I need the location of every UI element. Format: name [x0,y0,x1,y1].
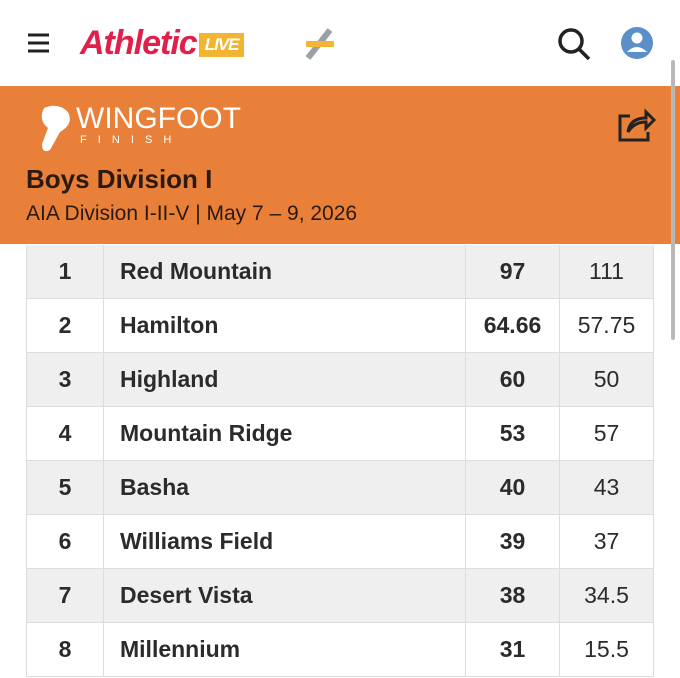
rank-cell: 4 [26,407,104,460]
table-row: 5 Basha 40 43 [26,461,654,515]
prior-cell: 57 [560,407,654,460]
rank-cell: 6 [26,515,104,568]
plus-icon[interactable] [305,28,334,60]
prior-cell: 111 [560,245,654,298]
table-row: 7 Desert Vista 38 34.5 [26,569,654,623]
title: Boys Division I [26,164,213,194]
table-row: 1 Red Mountain 97 111 [26,245,654,299]
prior-cell: 57.75 [560,299,654,352]
prior-cell: 50 [560,353,654,406]
score-cell: 38 [466,569,560,622]
brand-sub: F I N I S H [80,134,176,146]
rank-cell: 8 [26,623,104,676]
menu-button[interactable] [28,33,49,53]
team-cell: Williams Field [104,515,466,568]
subtitle: AIA Division I-II-V | May 7 – 9, 2026 [26,202,358,225]
logo-badge: LIVE [198,33,245,57]
score-cell: 60 [466,353,560,406]
score-cell: 64.66 [466,299,560,352]
team-cell: Millennium [104,623,466,676]
rank-cell: 3 [26,353,104,406]
logo[interactable]: Athletic LIVE [80,24,245,63]
prior-cell: 15.5 [560,623,654,676]
team-cell: Highland [104,353,466,406]
score-cell: 53 [466,407,560,460]
search-button[interactable] [558,28,591,61]
table-row: 8 Millennium 31 15.5 [26,623,654,677]
team-cell: Hamilton [104,299,466,352]
table-row: 6 Williams Field 39 37 [26,515,654,569]
score-cell: 97 [466,245,560,298]
nav-bar: Athletic LIVE [0,0,680,86]
team-cell: Red Mountain [104,245,466,298]
rank-cell: 1 [26,245,104,298]
table-row: 4 Mountain Ridge 53 57 [26,407,654,461]
rank-cell: 5 [26,461,104,514]
prior-cell: 34.5 [560,569,654,622]
foot-icon [41,105,70,152]
team-cell: Basha [104,461,466,514]
results-table: 1 Red Mountain 97 111 2 Hamilton 64.66 57.75 3 Hi… [26,245,654,677]
banner-icons [41,105,657,152]
nav-icons [28,27,653,61]
table-row: 3 Highland 60 50 [26,353,654,407]
team-cell: Mountain Ridge [104,407,466,460]
user-button[interactable] [621,27,653,59]
prior-cell: 37 [560,515,654,568]
score-cell: 39 [466,515,560,568]
table-row: 2 Hamilton 64.66 57.75 [26,299,654,353]
rank-cell: 7 [26,569,104,622]
banner: WINGFOOT F I N I S H Boys Division I AIA… [0,86,680,244]
rank-cell: 2 [26,299,104,352]
team-cell: Desert Vista [104,569,466,622]
brand: WINGFOOT [76,102,241,135]
prior-cell: 43 [560,461,654,514]
logo-text: Athletic [80,24,198,62]
share-button[interactable] [618,108,657,142]
score-cell: 40 [466,461,560,514]
score-cell: 31 [466,623,560,676]
scrollbar [671,60,675,340]
